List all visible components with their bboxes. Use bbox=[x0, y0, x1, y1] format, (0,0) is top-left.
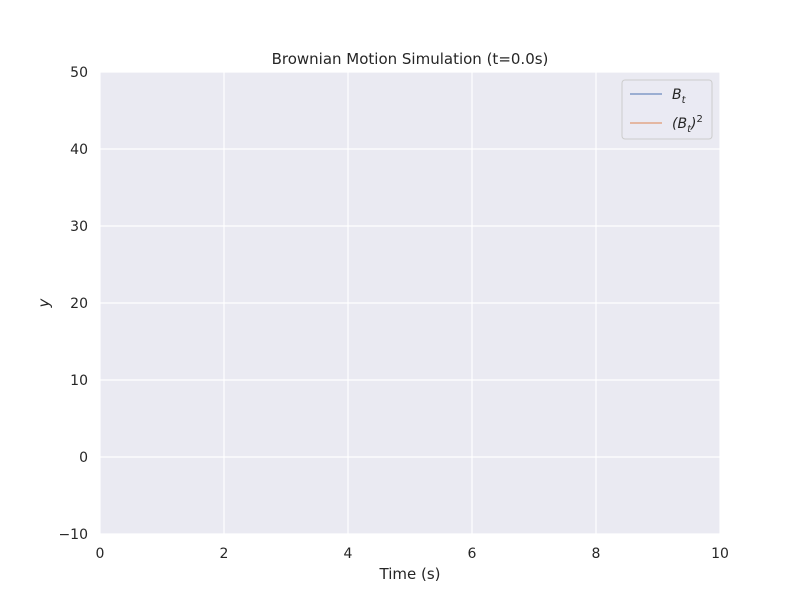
y-tick-label: 50 bbox=[70, 65, 88, 81]
legend-box bbox=[621, 79, 713, 140]
x-tick-label: 0 bbox=[96, 546, 105, 562]
x-tick-label: 2 bbox=[220, 546, 229, 562]
x-tick-label: 6 bbox=[468, 546, 477, 562]
y-axis-label: y bbox=[35, 297, 53, 308]
x-axis-ticks: 0 2 4 6 8 10 bbox=[96, 546, 729, 562]
x-tick-label: 8 bbox=[592, 546, 601, 562]
legend-entry-1: (Bt)2 bbox=[672, 114, 703, 135]
legend: Bt (Bt)2 bbox=[621, 79, 713, 140]
x-tick-label: 4 bbox=[344, 546, 353, 562]
x-tick-label: 10 bbox=[711, 546, 729, 562]
y-tick-label: 10 bbox=[70, 373, 88, 389]
y-axis-ticks: −10 0 10 20 30 40 50 bbox=[58, 65, 88, 543]
x-axis-label: Time (s) bbox=[379, 565, 441, 583]
grid-lines bbox=[99, 71, 721, 535]
y-tick-label: 30 bbox=[70, 219, 88, 235]
legend-entry-0: Bt bbox=[672, 87, 687, 106]
y-tick-label: −10 bbox=[58, 527, 88, 543]
y-tick-label: 20 bbox=[70, 296, 88, 312]
y-tick-label: 40 bbox=[70, 142, 88, 158]
y-tick-label: 0 bbox=[79, 450, 88, 466]
chart-title: Brownian Motion Simulation (t=0.0s) bbox=[272, 50, 549, 68]
